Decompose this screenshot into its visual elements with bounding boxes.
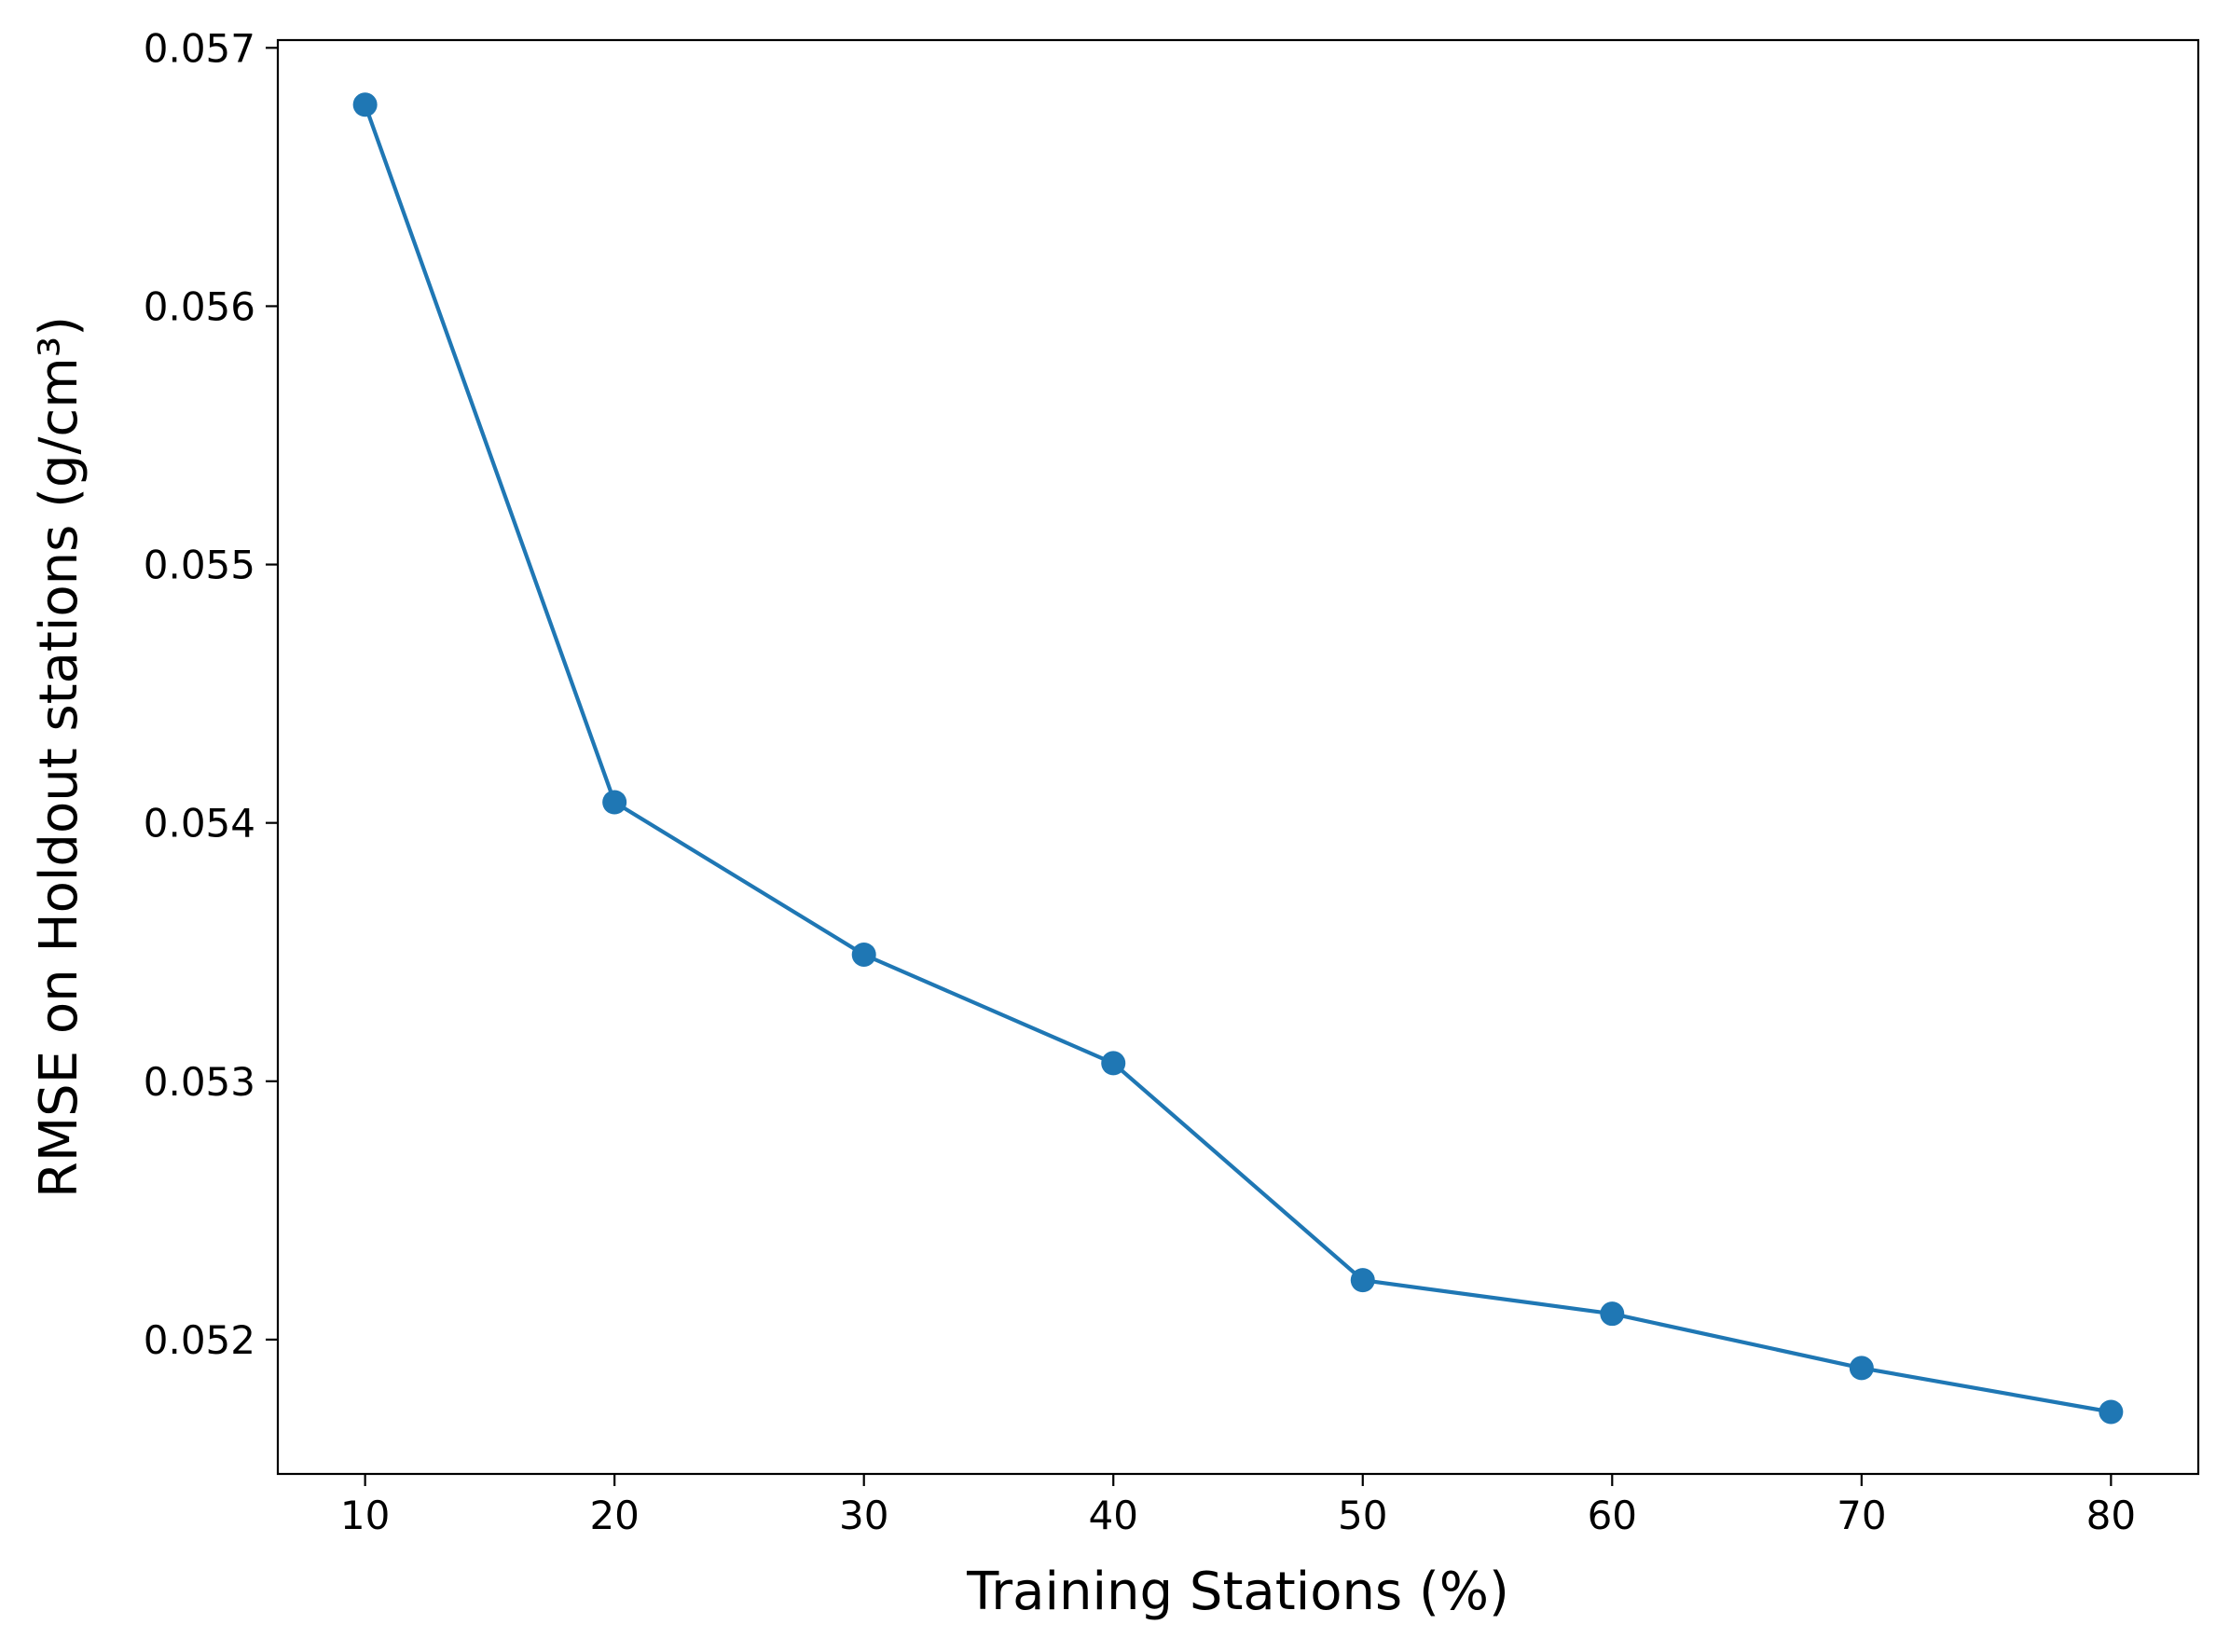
y-tick-label: 0.057 <box>144 25 255 71</box>
data-point <box>1101 1051 1126 1076</box>
data-point <box>1600 1301 1625 1327</box>
data-point <box>352 92 378 117</box>
plot-frame <box>276 38 2200 1476</box>
data-point <box>1849 1356 1874 1381</box>
x-tick-label: 50 <box>1338 1493 1387 1538</box>
y-tick-label: 0.052 <box>144 1317 255 1363</box>
x-tick-label: 40 <box>1089 1493 1138 1538</box>
y-axis-ticks: 0.052 0.053 0.054 0.055 0.056 0.057 <box>144 25 278 1363</box>
data-point <box>602 790 627 815</box>
x-tick-label: 60 <box>1588 1493 1637 1538</box>
y-axis-title: RMSE on Holdout stations (g/cm³) <box>29 316 89 1198</box>
y-tick-label: 0.054 <box>144 801 255 847</box>
y-tick-label: 0.053 <box>144 1059 255 1105</box>
x-axis-ticks: 10 20 30 40 50 60 70 80 <box>340 1474 2136 1538</box>
y-tick-label: 0.055 <box>144 543 255 588</box>
series-layer <box>352 92 2124 1425</box>
x-tick-label: 30 <box>839 1493 888 1538</box>
data-point <box>2099 1399 2124 1425</box>
x-tick-label: 80 <box>2086 1493 2136 1538</box>
x-tick-label: 20 <box>589 1493 639 1538</box>
series-line <box>363 103 2112 1414</box>
y-tick-label: 0.056 <box>144 283 255 329</box>
x-tick-label: 10 <box>340 1493 390 1538</box>
x-axis-title: Training Stations (%) <box>966 1562 1509 1622</box>
x-tick-label: 70 <box>1837 1493 1886 1538</box>
data-point <box>1350 1268 1375 1293</box>
data-point <box>851 942 876 967</box>
